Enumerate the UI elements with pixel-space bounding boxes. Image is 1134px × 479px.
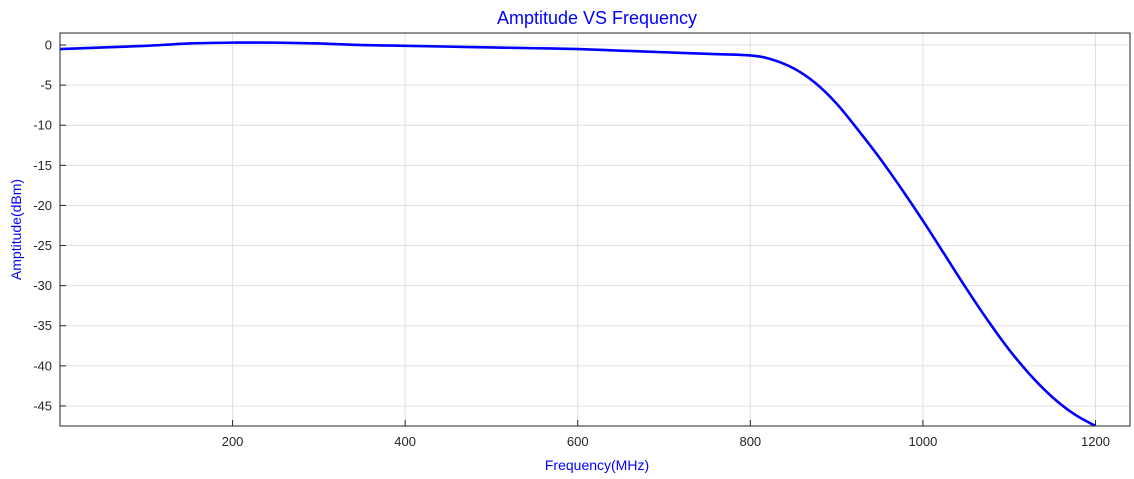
y-axis-label: Amptitude(dBm) (8, 179, 24, 280)
series-line (60, 41, 1097, 426)
y-tick-label: -45 (33, 398, 52, 413)
x-tick-label: 200 (222, 434, 244, 449)
y-tick-label: -30 (33, 278, 52, 293)
y-tick-label: -40 (33, 358, 52, 373)
plot-area (60, 33, 1130, 426)
y-tick-label: 0 (45, 38, 52, 53)
x-axis-label: Frequency(MHz) (545, 457, 649, 473)
grid (60, 33, 1130, 426)
x-tick-label: 600 (567, 434, 589, 449)
plot-frame (59, 32, 1131, 427)
x-tick-label: 800 (739, 434, 761, 449)
y-tick-label: -20 (33, 198, 52, 213)
y-tick-label: -15 (33, 158, 52, 173)
y-tick-label: -25 (33, 238, 52, 253)
chart-title: Amptitude VS Frequency (497, 8, 697, 28)
y-tick-label: -35 (33, 318, 52, 333)
y-tick-label: -5 (40, 78, 52, 93)
x-tick-label: 1200 (1081, 434, 1110, 449)
x-tick-label: 400 (394, 434, 416, 449)
ticks: 200 400 600 800 1000 1200 0 -5 -10 -15 -20 -25 -30 -3… (33, 38, 1110, 449)
y-tick-label: -10 (33, 118, 52, 133)
x-tick-label: 1000 (908, 434, 937, 449)
